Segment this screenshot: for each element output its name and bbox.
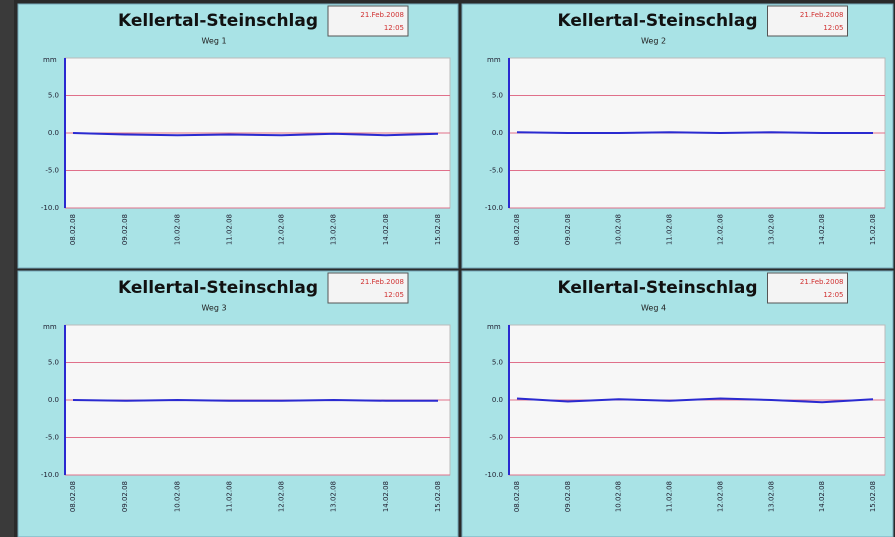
y-tick-label: -10.0 [485, 471, 503, 479]
chart-subtitle: Weg 4 [641, 304, 666, 313]
x-tick-label: 11.02.08 [225, 214, 233, 245]
timestamp-date: 21.Feb.2008 [800, 278, 844, 286]
x-tick-label: 14.02.08 [382, 481, 390, 512]
data-line [517, 132, 873, 133]
y-axis-label: mm [487, 56, 501, 64]
y-tick-label: 0.0 [48, 129, 59, 137]
y-tick-label: 0.0 [492, 396, 503, 404]
timestamp-date: 21.Feb.2008 [360, 11, 404, 19]
chart-subtitle: Weg 2 [641, 37, 666, 46]
x-tick-label: 08.02.08 [69, 481, 77, 512]
y-tick-label: 0.0 [492, 129, 503, 137]
x-tick-label: 08.02.08 [69, 214, 77, 245]
x-tick-label: 14.02.08 [818, 481, 826, 512]
y-tick-label: -5.0 [45, 167, 59, 175]
y-tick-label: 5.0 [48, 359, 59, 367]
y-axis-label: mm [43, 323, 57, 331]
timestamp-date: 21.Feb.2008 [360, 278, 404, 286]
timestamp-time: 12:05 [823, 24, 843, 32]
x-tick-label: 08.02.08 [513, 481, 521, 512]
x-tick-label: 10.02.08 [173, 214, 181, 245]
x-tick-label: 15.02.08 [434, 481, 442, 512]
x-tick-label: 15.02.08 [869, 481, 877, 512]
y-tick-label: 5.0 [492, 92, 503, 100]
x-tick-label: 11.02.08 [225, 481, 233, 512]
timestamp-time: 12:05 [384, 24, 404, 32]
x-tick-label: 12.02.08 [716, 481, 724, 512]
x-tick-label: 10.02.08 [615, 214, 623, 245]
y-axis-label: mm [43, 56, 57, 64]
chart-panel: Kellertal-Steinschlag Weg 2 21.Feb.2008 12:… [462, 4, 893, 268]
x-tick-label: 11.02.08 [666, 214, 674, 245]
x-tick-label: 09.02.08 [121, 214, 129, 245]
data-line [73, 400, 438, 401]
y-tick-label: -5.0 [489, 167, 503, 175]
x-tick-label: 11.02.08 [666, 481, 674, 512]
x-tick-label: 13.02.08 [767, 214, 775, 245]
y-tick-label: 5.0 [492, 359, 503, 367]
x-tick-label: 12.02.08 [716, 214, 724, 245]
bezel [0, 0, 14, 537]
x-tick-label: 09.02.08 [121, 481, 129, 512]
chart-subtitle: Weg 3 [201, 304, 226, 313]
x-tick-label: 09.02.08 [564, 214, 572, 245]
chart-title: Kellertal-Steinschlag [118, 278, 318, 298]
y-tick-label: -5.0 [489, 434, 503, 442]
chart-subtitle: Weg 1 [201, 37, 226, 46]
x-tick-label: 12.02.08 [278, 481, 286, 512]
chart-panel: Kellertal-Steinschlag Weg 1 21.Feb.2008 12:… [18, 4, 458, 268]
x-tick-label: 10.02.08 [173, 481, 181, 512]
x-tick-label: 13.02.08 [330, 481, 338, 512]
x-tick-label: 15.02.08 [434, 214, 442, 245]
chart-title: Kellertal-Steinschlag [557, 11, 757, 31]
chart-title: Kellertal-Steinschlag [557, 278, 757, 298]
y-tick-label: -10.0 [485, 204, 503, 212]
y-tick-label: 0.0 [48, 396, 59, 404]
y-tick-label: 5.0 [48, 92, 59, 100]
x-tick-label: 08.02.08 [513, 214, 521, 245]
timestamp-time: 12:05 [384, 291, 404, 299]
x-tick-label: 12.02.08 [278, 214, 286, 245]
timestamp-date: 21.Feb.2008 [800, 11, 844, 19]
x-tick-label: 14.02.08 [818, 214, 826, 245]
y-axis-label: mm [487, 323, 501, 331]
x-tick-label: 09.02.08 [564, 481, 572, 512]
x-tick-label: 13.02.08 [767, 481, 775, 512]
y-tick-label: -5.0 [45, 434, 59, 442]
y-tick-label: -10.0 [41, 471, 59, 479]
chart-panel: Kellertal-Steinschlag Weg 4 21.Feb.2008 12:… [462, 271, 893, 537]
timestamp-time: 12:05 [823, 291, 843, 299]
x-tick-label: 10.02.08 [615, 481, 623, 512]
x-tick-label: 14.02.08 [382, 214, 390, 245]
screen: Kellertal-Steinschlag Weg 1 21.Feb.2008 12:… [0, 0, 895, 537]
x-tick-label: 13.02.08 [330, 214, 338, 245]
chart-title: Kellertal-Steinschlag [118, 11, 318, 31]
y-tick-label: -10.0 [41, 204, 59, 212]
x-tick-label: 15.02.08 [869, 214, 877, 245]
chart-panel: Kellertal-Steinschlag Weg 3 21.Feb.2008 12:… [18, 271, 458, 537]
